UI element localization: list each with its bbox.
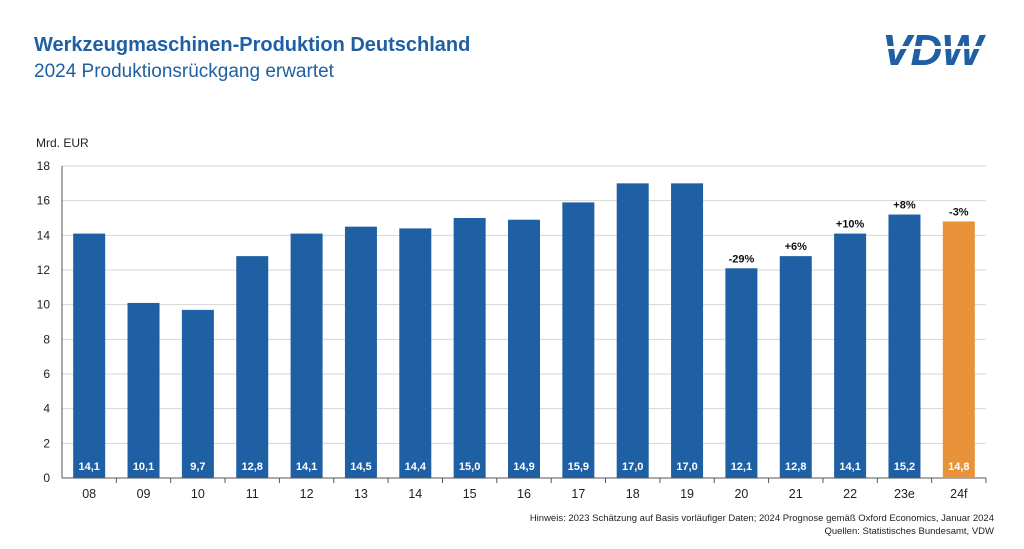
x-tick-label: 13 xyxy=(354,487,368,501)
vdw-logo: VDW xyxy=(868,30,996,70)
bar xyxy=(616,183,649,479)
x-tick-label: 19 xyxy=(680,487,694,501)
bar xyxy=(834,233,867,478)
bar xyxy=(453,218,486,478)
bar xyxy=(290,233,323,478)
bar-value-label: 15,9 xyxy=(568,461,589,473)
bar xyxy=(127,302,160,478)
y-tick-label: 2 xyxy=(43,436,50,450)
y-tick-label: 10 xyxy=(37,298,51,312)
x-tick-label: 10 xyxy=(191,487,205,501)
bar-value-label: 14,1 xyxy=(78,461,99,473)
bar xyxy=(888,214,921,479)
footnote: Hinweis: 2023 Schätzung auf Basis vorläu… xyxy=(530,512,994,538)
change-label: -3% xyxy=(949,206,969,218)
bar-value-label: 17,0 xyxy=(676,461,697,473)
bar-value-label: 14,1 xyxy=(839,461,860,473)
y-tick-label: 4 xyxy=(43,402,50,416)
bar xyxy=(508,219,540,478)
chart-subtitle: 2024 Produktionsrückgang erwartet xyxy=(34,61,334,82)
bar xyxy=(562,202,595,478)
bar xyxy=(236,256,269,478)
x-tick-label: 09 xyxy=(137,487,151,501)
y-tick-label: 14 xyxy=(37,228,51,242)
bar-value-label: 12,8 xyxy=(242,461,263,473)
bar-value-label: 15,2 xyxy=(894,461,915,473)
x-tick-label: 12 xyxy=(300,487,314,501)
x-tick-label: 08 xyxy=(82,487,96,501)
x-tick-label: 17 xyxy=(571,487,585,501)
bar-value-label: 14,8 xyxy=(948,461,969,473)
y-tick-label: 6 xyxy=(43,367,50,381)
bar-value-label: 17,0 xyxy=(622,461,643,473)
bar xyxy=(73,233,106,478)
bar-value-label: 15,0 xyxy=(459,461,480,473)
x-tick-label: 24f xyxy=(950,487,968,501)
change-label: -29% xyxy=(729,253,755,265)
footnote-sources: Quellen: Statistisches Bundesamt, VDW xyxy=(824,526,995,537)
x-tick-label: 21 xyxy=(789,487,803,501)
y-tick-label: 0 xyxy=(43,471,50,485)
x-tick-label: 14 xyxy=(408,487,422,501)
bar-value-label: 14,9 xyxy=(513,461,534,473)
bar xyxy=(942,221,975,478)
x-tick-label: 22 xyxy=(843,487,857,501)
bar xyxy=(344,226,377,478)
bar xyxy=(399,228,432,478)
x-tick-label: 20 xyxy=(734,487,748,501)
y-axis-unit: Mrd. EUR xyxy=(36,136,89,150)
x-tick-label: 18 xyxy=(626,487,640,501)
bar-value-label: 14,5 xyxy=(350,461,371,473)
bar-value-label: 10,1 xyxy=(133,461,154,473)
bar xyxy=(671,183,704,479)
bar xyxy=(181,309,214,478)
x-tick-label: 15 xyxy=(463,487,477,501)
chart-title: Werkzeugmaschinen-Produktion Deutschland xyxy=(34,34,471,56)
change-label: +6% xyxy=(785,241,808,253)
x-tick-label: 16 xyxy=(517,487,531,501)
change-label: +8% xyxy=(893,200,916,212)
bar xyxy=(725,268,758,478)
bar xyxy=(779,256,812,478)
bar-value-label: 14,1 xyxy=(296,461,317,473)
y-tick-label: 16 xyxy=(37,194,51,208)
y-tick-label: 18 xyxy=(37,159,51,173)
svg-text:VDW: VDW xyxy=(882,30,986,70)
bar-value-label: 12,1 xyxy=(731,461,752,473)
y-tick-label: 12 xyxy=(37,263,51,277)
bar-value-label: 9,7 xyxy=(190,461,205,473)
y-tick-label: 8 xyxy=(43,332,50,346)
x-tick-label: 11 xyxy=(246,487,259,501)
change-label: +10% xyxy=(836,219,865,231)
x-tick-label: 23e xyxy=(894,487,915,501)
bar-value-label: 12,8 xyxy=(785,461,806,473)
footnote-hint: Hinweis: 2023 Schätzung auf Basis vorläu… xyxy=(529,513,994,524)
bar-value-label: 14,4 xyxy=(405,461,427,473)
